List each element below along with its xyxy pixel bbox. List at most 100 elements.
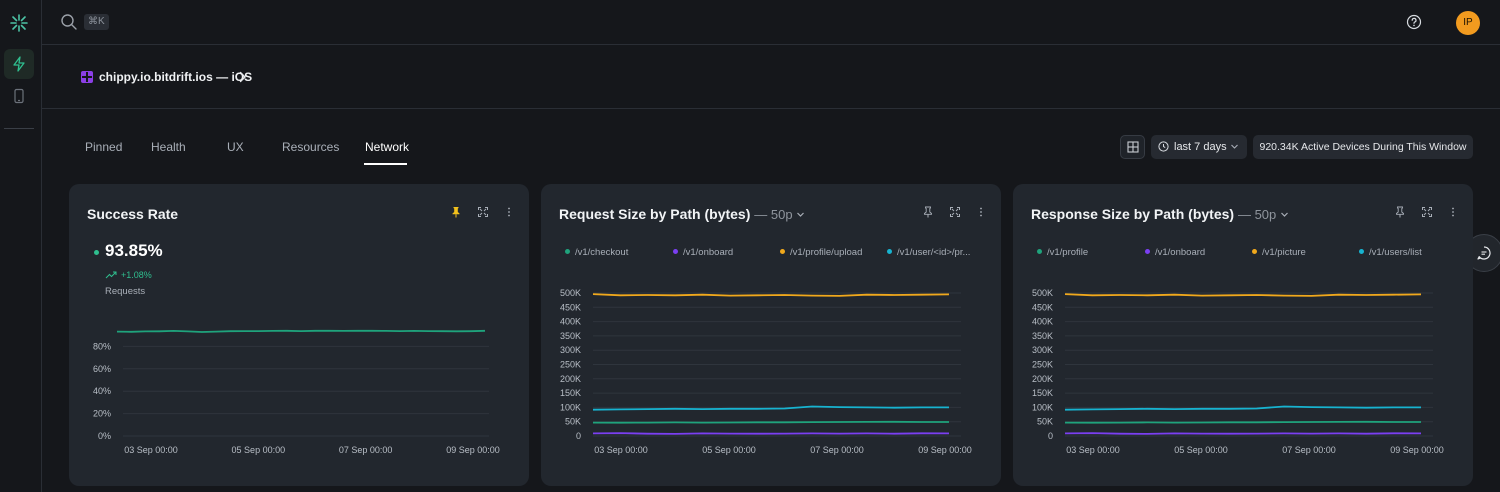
legend-dot	[1037, 249, 1042, 254]
active-devices-badge: 920.34K Active Devices During This Windo…	[1253, 135, 1473, 159]
x-tick-label: 09 Sep 00:00	[1390, 445, 1444, 455]
lightning-icon	[13, 56, 25, 72]
layout-toggle-button[interactable]	[1120, 135, 1145, 159]
legend-item[interactable]: /v1/profile/upload	[780, 247, 862, 258]
grid-icon	[1126, 141, 1139, 153]
card-actions	[443, 206, 513, 220]
card-title: Success Rate	[87, 206, 179, 222]
x-tick-label: 07 Sep 00:00	[339, 445, 393, 455]
x-tick-label: 09 Sep 00:00	[446, 445, 500, 455]
success-rate-chart: 0% 20% 40% 60% 80% 03 Sep 00:00 05 Sep 00:00 07…	[93, 329, 500, 455]
more-options-icon[interactable]	[503, 206, 515, 218]
y-tick-label: 50K	[1037, 417, 1053, 427]
legend-item[interactable]: /v1/checkout	[565, 247, 628, 258]
chevron-down-icon	[1231, 144, 1238, 149]
pin-icon[interactable]	[922, 206, 934, 218]
legend-dot	[887, 249, 892, 254]
trending-up-icon	[105, 271, 117, 279]
time-range-label: last 7 days	[1174, 141, 1227, 153]
response-size-card: 0 50K 100K 150K 200K 250K 300K 350K 400K 450K 500K…	[1013, 184, 1473, 486]
y-tick-label: 200K	[1032, 374, 1053, 384]
more-options-icon[interactable]	[1447, 206, 1459, 218]
series-line	[1064, 420, 1421, 424]
chevron-down-icon[interactable]	[796, 210, 805, 219]
legend-item[interactable]: /v1/picture	[1252, 247, 1306, 258]
legend-dot	[565, 249, 570, 254]
tab-ux[interactable]: UX	[227, 140, 244, 154]
pin-icon[interactable]	[450, 206, 462, 218]
sidebar-item-dashboards[interactable]	[4, 49, 34, 79]
series-line	[592, 432, 950, 435]
app-icon	[81, 71, 93, 83]
clock-icon	[1158, 141, 1169, 152]
avatar[interactable]: IP	[1456, 11, 1480, 35]
legend-item[interactable]: /v1/user/<id>/pr...	[887, 247, 970, 258]
legend-item[interactable]: /v1/users/list	[1359, 247, 1422, 258]
expand-icon[interactable]	[477, 206, 489, 218]
y-tick-label: 100K	[560, 402, 581, 412]
x-tick-label: 07 Sep 00:00	[1282, 445, 1336, 455]
metric-change: +1.08%	[105, 270, 152, 280]
success-rate-card: 0% 20% 40% 60% 80% 03 Sep 00:00 05 Sep 00:00 07…	[69, 184, 529, 486]
tab-pinned[interactable]: Pinned	[85, 140, 123, 154]
legend-item[interactable]: /v1/onboard	[1145, 247, 1205, 258]
x-tick-label: 05 Sep 00:00	[232, 445, 286, 455]
pin-icon[interactable]	[1394, 206, 1406, 218]
y-tick-label: 300K	[1032, 345, 1053, 355]
y-tick-label: 100K	[1032, 402, 1053, 412]
series-line	[592, 405, 949, 411]
chart-legend: /v1/checkout /v1/onboard /v1/profile/upl…	[565, 247, 981, 259]
y-tick-label: 0	[576, 431, 581, 441]
y-tick-label: 400K	[560, 317, 581, 327]
tab-active-underline	[364, 163, 407, 165]
breadcrumb: chippy.io.bitdrift.ios — iOS	[42, 46, 1500, 109]
x-tick-label: 03 Sep 00:00	[1066, 445, 1120, 455]
x-tick-label: 03 Sep 00:00	[124, 445, 178, 455]
chevron-down-icon[interactable]	[1280, 210, 1289, 219]
card-actions	[1387, 206, 1457, 220]
y-tick-label: 200K	[560, 374, 581, 384]
y-tick-label: 60%	[93, 364, 111, 374]
percentile-select[interactable]: — 50p	[754, 207, 793, 222]
y-tick-label: 250K	[560, 360, 581, 370]
chevron-right-icon[interactable]	[238, 70, 248, 84]
expand-icon[interactable]	[949, 206, 961, 218]
search-icon[interactable]	[60, 13, 78, 31]
x-tick-label: 09 Sep 00:00	[918, 445, 972, 455]
y-tick-label: 250K	[1032, 360, 1053, 370]
x-tick-label: 07 Sep 00:00	[810, 445, 864, 455]
legend-item[interactable]: /v1/profile	[1037, 247, 1088, 258]
app-name[interactable]: chippy.io.bitdrift.ios — iOS	[99, 70, 253, 84]
series-line	[1064, 405, 1421, 411]
percentile-select[interactable]: — 50p	[1237, 207, 1277, 222]
bitdrift-logo-icon[interactable]	[8, 12, 30, 34]
y-tick-label: 300K	[560, 345, 581, 355]
time-range-select[interactable]: last 7 days	[1151, 135, 1247, 159]
card-title: Response Size by Path (bytes) — 50p	[1031, 206, 1289, 222]
tab-network[interactable]: Network	[365, 140, 410, 154]
tab-resources[interactable]: Resources	[282, 140, 340, 154]
y-tick-label: 350K	[560, 331, 581, 341]
tab-health[interactable]: Health	[151, 140, 186, 154]
series-line	[592, 420, 949, 424]
chart-legend: /v1/profile /v1/onboard /v1/picture /v1/…	[1037, 247, 1453, 259]
y-tick-label: 50K	[565, 417, 581, 427]
expand-icon[interactable]	[1421, 206, 1433, 218]
y-tick-label: 20%	[93, 409, 111, 419]
x-tick-label: 05 Sep 00:00	[1174, 445, 1228, 455]
y-tick-label: 400K	[1032, 317, 1053, 327]
phone-icon	[14, 88, 24, 104]
more-options-icon[interactable]	[975, 206, 987, 218]
y-tick-label: 350K	[1032, 331, 1053, 341]
legend-item[interactable]: /v1/onboard	[673, 247, 733, 258]
sidebar-divider	[4, 128, 34, 129]
legend-dot	[1145, 249, 1150, 254]
y-tick-label: 40%	[93, 386, 111, 396]
y-tick-label: 450K	[1032, 302, 1053, 312]
legend-dot	[1252, 249, 1257, 254]
help-icon[interactable]	[1406, 14, 1422, 30]
legend-dot	[780, 249, 785, 254]
sidebar-item-devices[interactable]	[4, 81, 34, 111]
legend-dot	[1359, 249, 1364, 254]
card-actions	[915, 206, 985, 220]
